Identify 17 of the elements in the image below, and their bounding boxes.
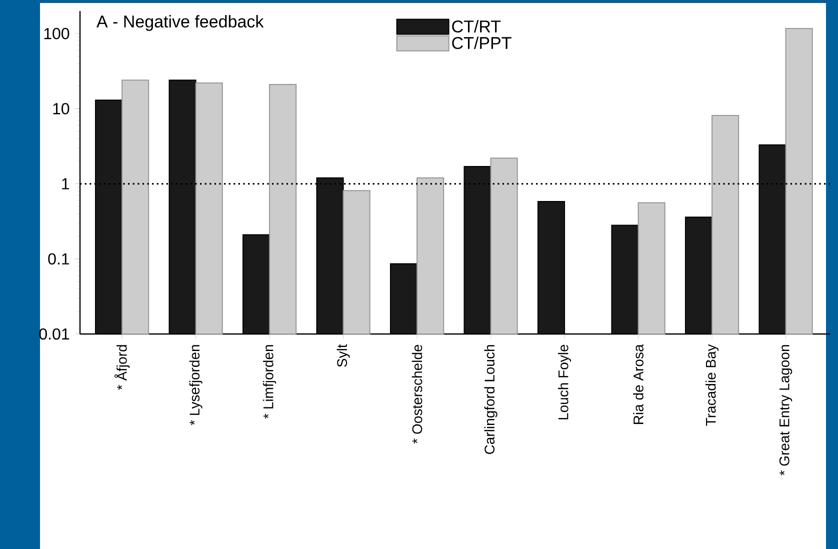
x-tick-label: Carlingford Louch bbox=[484, 345, 498, 454]
x-tick-label: Louch Foyle bbox=[558, 344, 572, 420]
x-tick-label: * Limfjorden bbox=[263, 345, 276, 419]
legend-label: CT/RT bbox=[452, 20, 501, 32]
x-tick-label: * Lysefjorden bbox=[189, 345, 202, 426]
x-tick-label: Tracadie Bay bbox=[706, 344, 719, 426]
y-tick-label: 10 bbox=[53, 103, 70, 114]
x-tick-label: * Oosterschelde bbox=[412, 344, 422, 444]
y-tick-label: 0.1 bbox=[48, 253, 70, 265]
x-tick-label: Ria de Arosa bbox=[633, 344, 644, 424]
chart-title: A - Negative feedback bbox=[96, 15, 264, 31]
x-tick-label: * Åfjord bbox=[114, 345, 130, 390]
x-tick-label: Sylt bbox=[336, 344, 350, 367]
x-tick-label: * Great Entry Lagoon bbox=[779, 345, 792, 476]
legend-label: CT/PPT bbox=[452, 36, 512, 50]
y-tick-label: 1 bbox=[62, 178, 70, 190]
y-tick-label: 100 bbox=[44, 28, 70, 40]
